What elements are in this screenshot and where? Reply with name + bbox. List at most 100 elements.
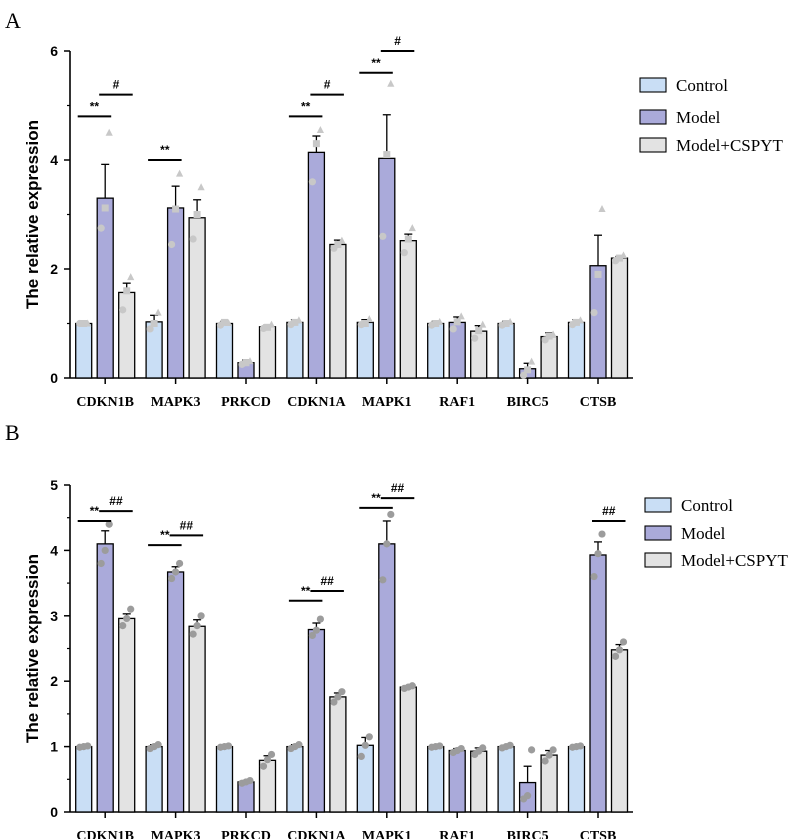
bar-control-mapk3: [145, 745, 163, 813]
x-tick-label-cdkn1b: CDKN1B: [76, 395, 134, 410]
data-point: [193, 622, 201, 630]
y-tick-label: 6: [50, 43, 58, 59]
data-point: [404, 235, 412, 243]
significance-label: **: [160, 143, 170, 157]
data-point: [84, 319, 92, 327]
data-point: [576, 742, 585, 750]
bar-control-cdkn1b: [75, 745, 93, 813]
panel-b: B 0 1 2 3 4 5 The relative expression CDKN1B MAPK…: [5, 420, 788, 839]
data-point: [400, 249, 408, 257]
significance-label: #: [394, 34, 401, 48]
data-point: [594, 550, 602, 558]
legend-label-model-cspyt: Model+CSPYT: [681, 551, 788, 570]
legend-label-model: Model: [681, 524, 726, 543]
data-point: [193, 211, 201, 218]
data-point: [471, 334, 479, 342]
y-axis-label: The relative expression: [23, 120, 42, 309]
data-point: [119, 622, 127, 630]
bar-model-mapk1: [378, 157, 396, 379]
data-point: [545, 751, 553, 759]
data-point: [598, 205, 606, 213]
data-point: [361, 741, 369, 749]
data-point: [576, 316, 585, 324]
bar-model-cspyt-prkcd: [258, 326, 277, 379]
x-tick-label-cdkn1a: CDKN1A: [287, 829, 346, 839]
legend-swatch-model-cspyt: [639, 137, 667, 153]
data-point: [479, 744, 487, 752]
bar-model-cdkn1a: [307, 151, 326, 379]
data-point: [267, 320, 276, 328]
bar-model-cspyt-cdkn1b: [118, 291, 136, 379]
data-point: [361, 320, 369, 327]
bar-model-cdkn1a: [307, 628, 326, 813]
legend-swatch-model: [639, 109, 667, 125]
data-point: [506, 741, 514, 749]
bar-control-ctsb: [567, 745, 586, 813]
x-tick-label-prkcd: PRKCD: [221, 829, 271, 839]
data-point: [154, 308, 162, 316]
bar-model-cspyt-ctsb: [610, 257, 629, 379]
data-point: [594, 270, 602, 278]
y-tick-label: 4: [50, 542, 58, 558]
significance-label: #: [324, 78, 331, 92]
data-point: [334, 240, 342, 248]
legend-swatch-control: [639, 77, 667, 93]
significance-label: **: [90, 99, 100, 113]
x-tick-label-raf1: RAF1: [439, 395, 475, 410]
data-point: [549, 330, 557, 338]
bar-control-prkcd: [215, 745, 234, 813]
data-point: [264, 323, 271, 331]
bar-model-cspyt-mapk1: [399, 686, 417, 813]
legend-swatch-model-cspyt: [644, 552, 672, 568]
data-point: [449, 325, 457, 333]
data-point: [334, 693, 342, 701]
panel-letter: A: [5, 8, 21, 33]
significance-label: ##: [180, 518, 194, 532]
y-axis-label: The relative expression: [23, 554, 42, 743]
data-point: [267, 750, 276, 759]
bar-control-prkcd: [215, 322, 234, 379]
data-point: [502, 320, 510, 327]
y-tick-label: 2: [50, 673, 58, 689]
data-point: [101, 204, 109, 212]
data-point: [573, 318, 580, 326]
significance-label: **: [371, 56, 381, 70]
data-point: [545, 332, 553, 340]
significance-label: ##: [602, 504, 616, 518]
bar-model-cspyt-cdkn1b: [118, 617, 136, 813]
x-tick-label-birc5: BIRC5: [507, 829, 549, 839]
legend-label-control: Control: [681, 496, 733, 515]
y-tick-label: 0: [50, 804, 58, 820]
bar-control-cdkn1a: [286, 745, 304, 813]
data-point: [97, 224, 105, 232]
legend-label-model-cspyt: Model+CSPYT: [676, 136, 783, 155]
data-point: [619, 638, 628, 646]
data-point: [524, 366, 532, 374]
x-tick-label-mapk3: MAPK3: [151, 395, 201, 410]
data-point: [105, 128, 113, 136]
data-point: [224, 742, 233, 750]
data-point: [197, 612, 205, 620]
x-tick-label-mapk1: MAPK1: [362, 395, 412, 410]
data-point: [291, 318, 299, 326]
data-point: [97, 559, 105, 568]
data-point: [197, 183, 205, 191]
data-point: [189, 630, 197, 638]
bar-model-cspyt-mapk3: [188, 625, 206, 813]
data-point: [316, 615, 324, 623]
bar-control-raf1: [427, 322, 445, 379]
panel-letter: B: [5, 420, 20, 445]
data-point: [127, 605, 135, 613]
significance-label: **: [90, 504, 100, 518]
x-tick-label-mapk1: MAPK1: [362, 829, 412, 839]
bar-model-raf1: [448, 749, 466, 813]
panel-a: A 0 2 4 6 The relative expression CDKN1B MAPK3 P…: [5, 8, 783, 410]
bar-model-cspyt-raf1: [470, 750, 488, 813]
x-tick-label-prkcd: PRKCD: [221, 395, 271, 410]
data-point: [105, 520, 113, 528]
data-point: [259, 762, 268, 770]
data-point: [154, 741, 162, 749]
data-point: [123, 287, 131, 295]
data-point: [84, 742, 92, 750]
